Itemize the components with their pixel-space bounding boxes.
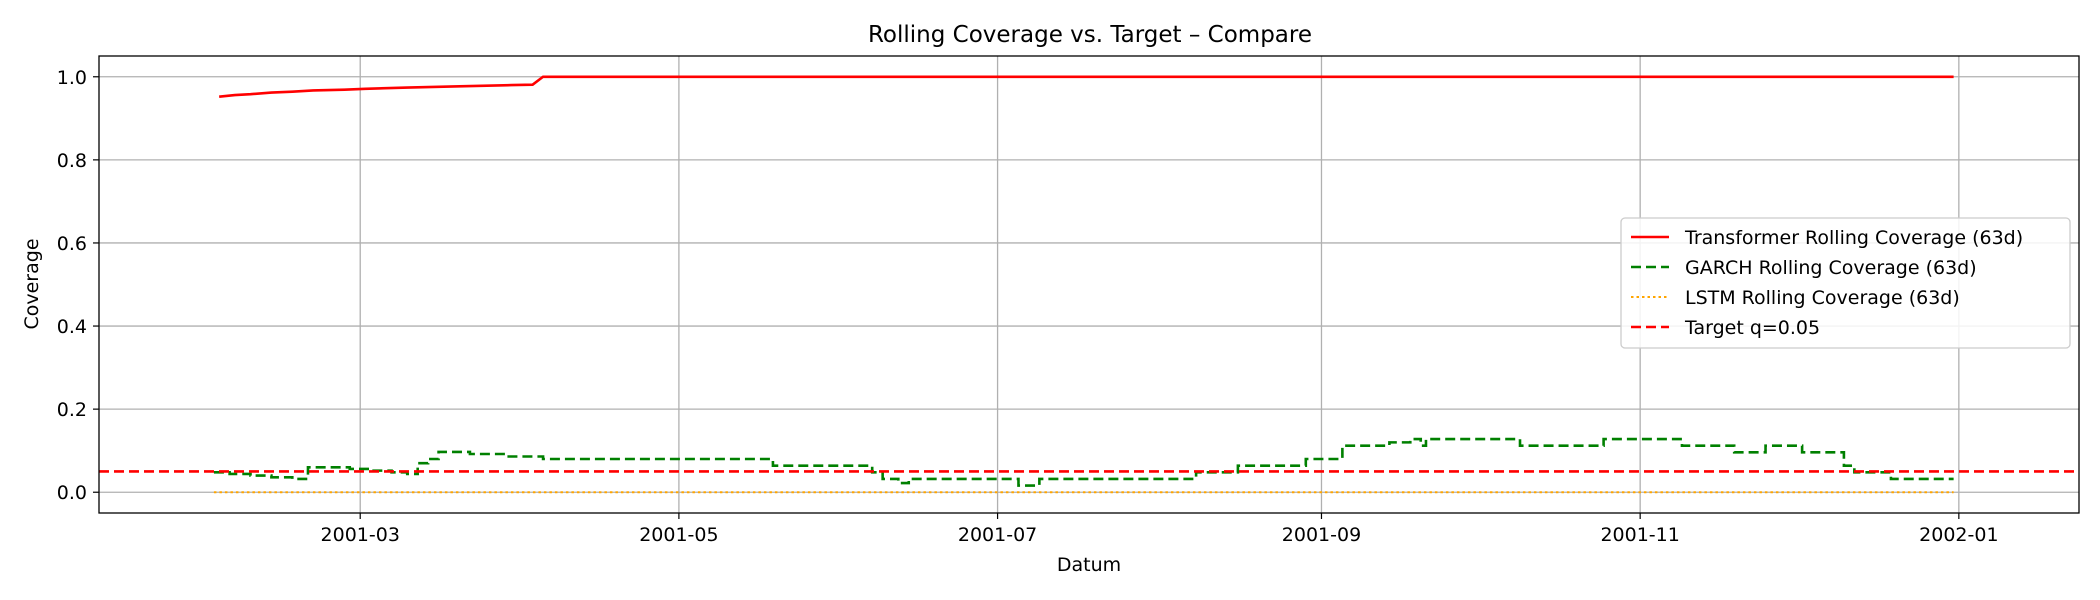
x-tick-label: 2001-03 [321,524,400,546]
x-tick-label: 2001-07 [958,524,1037,546]
y-tick-label: 1.0 [57,67,87,89]
plot-frame [98,55,2080,514]
x-tick-label: 2001-05 [639,524,718,546]
legend-label: Target q=0.05 [1684,317,1820,339]
y-tick-label: 0.4 [57,316,87,338]
x-axis-label: Datum [1057,554,1121,576]
series-line-transformer-rolling-coverage-63d [219,75,1954,99]
y-tick-label: 0.6 [57,233,87,255]
legend-label: Transformer Rolling Coverage (63d) [1684,227,2023,249]
axis-ticks: 2001-03 2001-05 2001-07 2001-09 2001-11 2002-… [57,67,1999,546]
y-axis-label: Coverage [21,238,43,329]
series-group [99,75,2079,494]
legend: Transformer Rolling Coverage (63d) GARCH … [1620,217,2071,349]
x-tick-label: 2001-11 [1600,524,1679,546]
legend-label: LSTM Rolling Coverage (63d) [1685,287,1960,309]
legend-label: GARCH Rolling Coverage (63d) [1685,257,1977,279]
x-tick-label: 2001-09 [1282,524,1361,546]
series-line-garch-rolling-coverage-63d [213,437,1954,487]
x-tick-label: 2002-01 [1919,524,1998,546]
chart-title: Rolling Coverage vs. Target – Compare [868,22,1312,48]
y-tick-label: 0.0 [57,482,87,504]
y-tick-label: 0.2 [57,399,87,421]
legend-box [1620,217,2071,349]
y-tick-label: 0.8 [57,150,87,172]
